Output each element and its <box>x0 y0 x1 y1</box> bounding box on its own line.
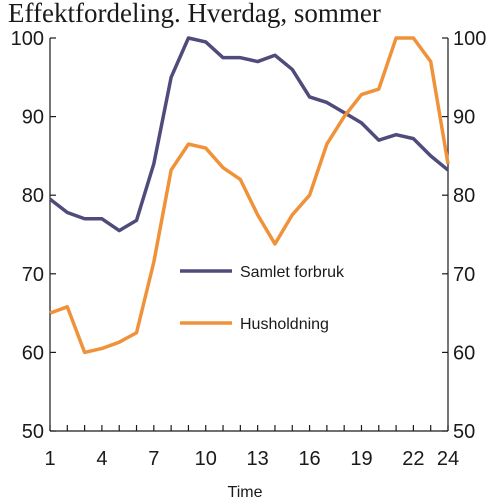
y-tick-label-left: 60 <box>22 342 44 364</box>
legend-label: Samlet forbruk <box>240 264 345 281</box>
y-tick-label-left: 70 <box>22 264 44 286</box>
x-tick-label: 16 <box>298 448 320 470</box>
series-line <box>48 36 450 233</box>
y-tick-label-right: 100 <box>453 28 486 50</box>
x-tick-label: 22 <box>402 448 424 470</box>
chart-title: Effektfordeling. Hverdag, sommer <box>8 0 381 28</box>
y-tick-label-right: 90 <box>453 107 475 129</box>
series-lines <box>48 36 450 355</box>
y-tick-label-right: 70 <box>453 264 475 286</box>
series-line <box>49 36 450 355</box>
y-tick-label-left: 50 <box>22 421 44 443</box>
x-tick-label: 4 <box>96 448 107 470</box>
x-tick-label: 10 <box>195 448 217 470</box>
x-tick-label: 7 <box>148 448 159 470</box>
legend: Samlet forbruk Husholdning <box>180 264 345 333</box>
tick-labels: 50 50 60 60 70 70 80 80 90 90 100 100 1 4 7 10 13 16 19 22 2… <box>11 28 487 470</box>
x-tick-label: 1 <box>44 448 55 470</box>
y-tick-label-right: 80 <box>453 185 475 207</box>
x-tick-label: 24 <box>437 448 459 470</box>
x-tick-label: 13 <box>247 448 269 470</box>
y-tick-label-right: 60 <box>453 342 475 364</box>
x-axis-label: Time <box>228 484 263 500</box>
axes <box>49 37 449 432</box>
y-tick-label-left: 100 <box>11 28 44 50</box>
y-tick-label-left: 90 <box>22 107 44 129</box>
x-tick-label: 19 <box>350 448 372 470</box>
y-tick-label-right: 50 <box>453 421 475 443</box>
y-tick-label-left: 80 <box>22 185 44 207</box>
legend-label: Husholdning <box>240 316 329 333</box>
